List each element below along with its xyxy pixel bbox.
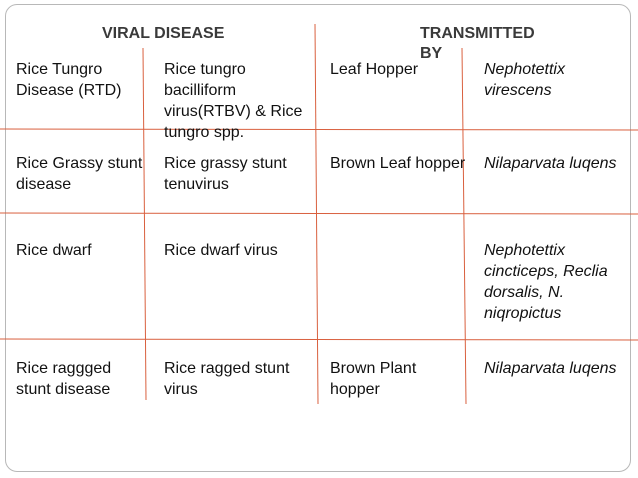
table-cell: Nephotettix virescens xyxy=(484,61,565,99)
table-cell: Rice ragged stunt virus xyxy=(164,360,290,398)
table-cell: Rice raggged stunt disease xyxy=(16,360,112,398)
table-cell: Rice Tungro Disease (RTD) xyxy=(16,61,122,99)
table-cell: Rice Grassy stunt disease xyxy=(16,155,143,193)
table-cell: Rice dwarf virus xyxy=(164,242,278,259)
column-divider xyxy=(142,47,147,401)
header-viral-disease: VIRAL DISEASE xyxy=(102,25,225,42)
table-cell: Rice grassy stunt tenuvirus xyxy=(164,155,287,193)
table-cell: Brown Plant hopper xyxy=(330,360,417,398)
row-divider xyxy=(0,212,638,215)
table-cell: Nephotettix cincticeps, Reclia dorsalis,… xyxy=(484,242,608,322)
table-cell: Nilaparvata luqens xyxy=(484,155,617,172)
header-transmitted-by: TRANSMITTED BY xyxy=(420,25,535,62)
column-divider xyxy=(461,47,467,405)
row-divider xyxy=(0,338,638,341)
column-divider xyxy=(314,23,319,405)
slide-frame xyxy=(5,4,631,472)
table-cell: Rice tungro bacilliform virus(RTBV) & Ri… xyxy=(164,61,303,141)
table-cell: Leaf Hopper xyxy=(330,61,419,78)
table-cell: Rice dwarf xyxy=(16,242,92,259)
table-cell: Nilaparvata luqens xyxy=(484,360,617,377)
table-cell: Brown Leaf hopper xyxy=(330,155,466,172)
row-divider xyxy=(0,128,638,131)
